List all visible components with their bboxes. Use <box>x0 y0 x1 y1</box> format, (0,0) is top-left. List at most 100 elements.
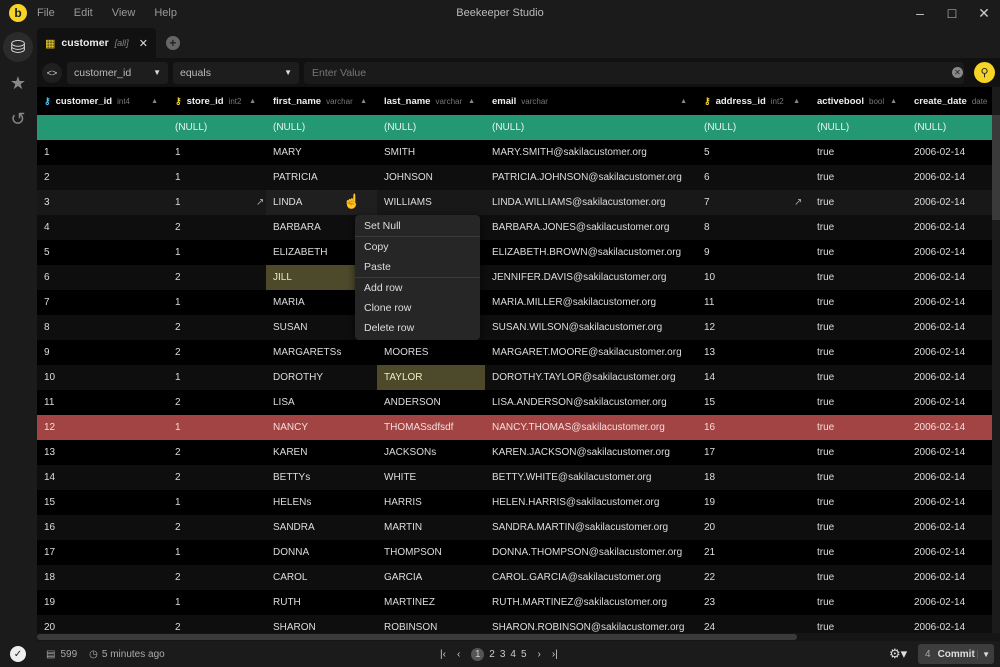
cell[interactable]: JENNIFER.DAVIS@sakilacustomer.org <box>492 272 667 283</box>
menu-item-delete-row[interactable]: Delete row <box>364 322 415 334</box>
cell[interactable]: MOORES <box>384 347 429 358</box>
cell[interactable]: 23 <box>704 597 716 608</box>
cell[interactable]: 2006-02-14 <box>914 622 966 633</box>
table-row[interactable]: 5 1 ELIZABETH ELIZABETH.BROWN@sakilacustome… <box>37 240 992 265</box>
next-page-icon[interactable]: › <box>537 648 541 660</box>
cell[interactable]: 6 <box>44 272 50 283</box>
sort-icon[interactable]: ▲ <box>680 97 687 105</box>
cell[interactable]: true <box>817 272 835 283</box>
cell[interactable]: 10 <box>44 372 56 383</box>
cell[interactable]: HELEN.HARRIS@sakilacustomer.org <box>492 497 660 508</box>
sort-icon[interactable]: ▲ <box>249 97 256 105</box>
cell[interactable]: PATRICIA <box>273 172 318 183</box>
cell[interactable]: 2 <box>44 172 50 183</box>
add-tab-icon[interactable]: + <box>165 36 180 50</box>
horizontal-scrollbar[interactable] <box>37 633 1000 641</box>
cell[interactable]: BETTYs <box>273 472 311 483</box>
cell[interactable]: (NULL) <box>273 122 306 133</box>
cell[interactable]: 1 <box>175 247 181 258</box>
cell[interactable]: 1 <box>175 297 181 308</box>
cell[interactable]: BARBARA <box>273 222 321 233</box>
cell[interactable]: 2006-02-14 <box>914 272 966 283</box>
menu-item-paste[interactable]: Paste <box>364 261 391 273</box>
gear-icon[interactable]: ⚙▾ <box>889 646 908 661</box>
chevron-down-icon[interactable]: ▼ <box>977 649 994 659</box>
cell[interactable]: RUTH <box>273 597 301 608</box>
cell[interactable]: SHARON <box>273 622 316 633</box>
sort-icon[interactable]: ▲ <box>468 97 475 105</box>
menu-item-add-row[interactable]: Add row <box>364 282 403 294</box>
cell[interactable]: 5 <box>704 147 710 158</box>
column-header-address-id[interactable]: ⚷ address_id int2 ▲ <box>697 87 810 115</box>
column-header-store-id[interactable]: ⚷ store_id int2 ▲ <box>168 87 266 115</box>
cell[interactable]: true <box>817 547 835 558</box>
column-header-customer-id[interactable]: ⚷ customer_id int4 ▲ <box>37 87 168 115</box>
cell[interactable]: (NULL) <box>817 122 850 133</box>
cell[interactable]: true <box>817 622 835 633</box>
cell[interactable]: MARGARET.MOORE@sakilacustomer.org <box>492 347 682 358</box>
cell[interactable]: true <box>817 447 835 458</box>
cell[interactable]: 16 <box>704 422 716 433</box>
cell[interactable]: 2 <box>175 272 181 283</box>
cell[interactable]: 2006-02-14 <box>914 522 966 533</box>
vertical-scrollbar[interactable] <box>992 115 1000 633</box>
cell[interactable]: HELENs <box>273 497 312 508</box>
cell[interactable]: 17 <box>44 547 56 558</box>
scroll-thumb[interactable] <box>992 115 1000 220</box>
cell[interactable]: 19 <box>704 497 716 508</box>
cell[interactable]: HARRIS <box>384 497 422 508</box>
cell[interactable]: 12 <box>44 422 56 433</box>
cell[interactable]: true <box>817 372 835 383</box>
cell[interactable]: 2006-02-14 <box>914 322 966 333</box>
cell[interactable]: (NULL) <box>492 122 525 133</box>
menu-item-set-null[interactable]: Set Null <box>364 220 401 232</box>
first-page-icon[interactable]: |‹ <box>440 648 446 660</box>
cell[interactable]: WILLIAMS <box>384 197 432 208</box>
cell[interactable]: MARTINEZ <box>384 597 435 608</box>
cell[interactable]: 1 <box>175 372 181 383</box>
column-select[interactable]: customer_id ▼ <box>67 61 168 84</box>
cell[interactable]: 2006-02-14 <box>914 222 966 233</box>
cell[interactable]: 12 <box>704 322 716 333</box>
cell[interactable]: 1 <box>44 147 50 158</box>
page-2[interactable]: 2 <box>489 648 495 660</box>
cell[interactable]: 14 <box>704 372 716 383</box>
cell[interactable]: 2006-02-14 <box>914 197 966 208</box>
cell[interactable]: 1 <box>175 497 181 508</box>
cell[interactable]: (NULL) <box>914 122 947 133</box>
cell[interactable]: 1 <box>175 197 181 208</box>
cell[interactable]: true <box>817 597 835 608</box>
table-row[interactable]: 18 2 CAROL GARCIA CAROL.GARCIA@sakilacustome… <box>37 565 992 590</box>
menu-view[interactable]: View <box>111 7 136 19</box>
cell[interactable]: 15 <box>704 397 716 408</box>
cell[interactable]: KAREN <box>273 447 308 458</box>
commit-button[interactable]: 4 Commit ▼ <box>918 644 994 664</box>
cell[interactable]: 2006-02-14 <box>914 422 966 433</box>
menu-item-clone-row[interactable]: Clone row <box>364 302 412 314</box>
cell[interactable]: 2006-02-14 <box>914 372 966 383</box>
close-window-icon[interactable]: ✕ <box>978 4 990 21</box>
cell[interactable]: 2 <box>175 622 181 633</box>
table-row[interactable]: 19 1 RUTH MARTINEZ RUTH.MARTINEZ@sakilacusto… <box>37 590 992 615</box>
cell[interactable]: 1 <box>175 147 181 158</box>
cell[interactable]: 2 <box>175 347 181 358</box>
cell[interactable]: NANCY <box>273 422 309 433</box>
cell[interactable]: true <box>817 422 835 433</box>
search-button[interactable]: ⚲ <box>974 62 995 83</box>
cell[interactable]: 18 <box>44 572 56 583</box>
cell[interactable]: true <box>817 497 835 508</box>
cell[interactable]: 22 <box>704 572 716 583</box>
cell[interactable]: THOMASsdfsdf <box>384 422 454 433</box>
cell[interactable]: SMITH <box>384 147 416 158</box>
sort-icon[interactable]: ▲ <box>793 97 800 105</box>
table-row[interactable]: 4 2 BARBARA BARBARA.JONES@sakilacustomer.or… <box>37 215 992 240</box>
cell[interactable]: 6 <box>704 172 710 183</box>
cell[interactable]: 2006-02-14 <box>914 397 966 408</box>
menu-help[interactable]: Help <box>154 7 177 19</box>
new-row[interactable]: (NULL) (NULL) (NULL) (NULL) (NULL) (NULL) (NUL… <box>37 115 992 140</box>
clear-icon[interactable]: ✕ <box>952 67 963 78</box>
cell[interactable]: LISA.ANDERSON@sakilacustomer.org <box>492 397 667 408</box>
cell[interactable]: 11 <box>704 297 715 308</box>
cell[interactable]: 19 <box>44 597 56 608</box>
maximize-icon[interactable]: □ <box>947 5 957 21</box>
